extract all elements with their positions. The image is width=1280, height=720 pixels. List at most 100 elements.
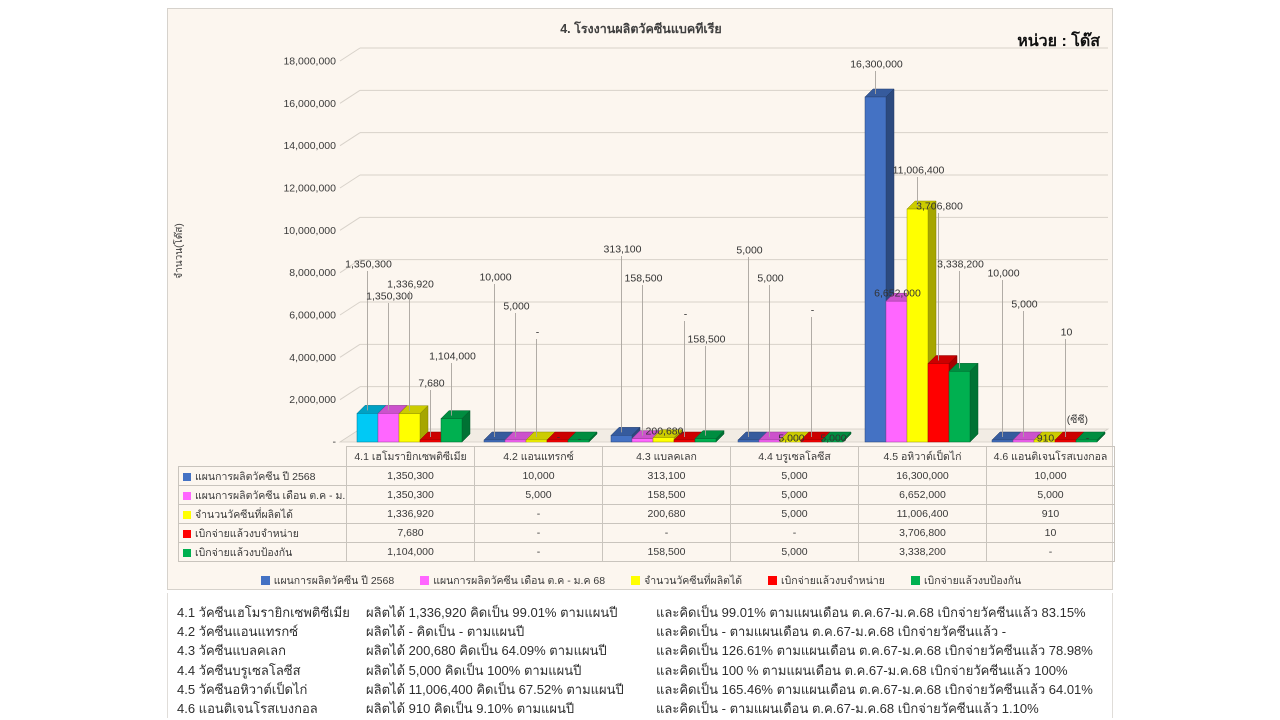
summary-item-name: 4.6 แอนติเจนโรสเบงกอล (177, 700, 318, 716)
summary-monthly-text: และคิดเป็น 100 % ตามแผนเดือน ต.ค.67-ม.ค.… (656, 662, 1068, 678)
legend-label: แผนการผลิตวัคซีน ปี 2568 (273, 575, 395, 587)
summary-rows: 4.1 วัคซีนเฮโมรายิกเซพติซีเมีย ผลิตได้ 1,… (168, 593, 1112, 717)
bar (483, 439, 506, 443)
summary-produced-text: ผลิตได้ 910 คิดเป็น 9.10% ตามแผนปี (366, 700, 575, 716)
legend-item: เบิกจ่ายแล้วงบจำหน่าย (768, 572, 885, 589)
table-row: เบิกจ่ายแล้วงบป้องกัน 1,104,000-158,500 5,… (178, 542, 1115, 562)
value-cell: 313,100 (602, 466, 731, 486)
gridline-corner (339, 216, 361, 231)
bar (610, 435, 633, 443)
data-label: - (536, 327, 540, 339)
bar (567, 439, 590, 443)
gridline-corner (339, 386, 361, 401)
y-tick-label: 18,000,000 (283, 56, 336, 68)
legend-label: เบิกจ่ายแล้วงบจำหน่าย (781, 575, 885, 587)
value-cell: 11,006,400 (858, 504, 987, 524)
y-tick-label: 16,000,000 (283, 98, 336, 110)
data-label: 1,350,300 (345, 259, 392, 271)
summary-produced-text: ผลิตได้ 5,000 คิดเป็น 100% ตามแผนปี (366, 662, 582, 678)
data-label: 1,104,000 (429, 351, 476, 363)
data-label: - (557, 432, 561, 444)
gridline-corner (339, 301, 361, 316)
category-header: 4.3 แบลคเลก (602, 446, 731, 467)
value-cell: - (602, 523, 731, 543)
gridline-corner (339, 259, 361, 274)
summary-item-name: 4.1 วัคซีนเฮโมรายิกเซพติซีเมีย (177, 605, 350, 620)
value-cell: 5,000 (730, 485, 859, 505)
data-label: - (811, 305, 815, 317)
data-label: 16,300,000 (850, 59, 903, 71)
value-cell: 7,680 (346, 523, 475, 543)
table-row: เบิกจ่ายแล้วงบจำหน่าย 7,680- - -3,706,800 10 (178, 523, 1115, 543)
value-cell: 1,336,920 (346, 504, 475, 524)
data-label: 910 (1037, 433, 1055, 445)
axis-note: (ซีซี) (1067, 413, 1088, 426)
value-cell: 200,680 (602, 504, 731, 524)
bar (864, 96, 887, 443)
category-header: 4.5 อหิวาต์เป็ดไก่ (858, 446, 987, 467)
series-key-icon (183, 472, 191, 481)
data-label: 3,706,800 (916, 201, 963, 213)
y-axis-title: จำนวน(โด๊ส) (172, 223, 185, 278)
category-header: 4.4 บรูเซลโลซีส (730, 446, 859, 467)
data-label: 1,336,920 (387, 279, 434, 291)
value-cell: 5,000 (730, 466, 859, 486)
data-label: 7,680 (418, 378, 444, 390)
chart-panel: 18,000,000 16,000,000 14,000,000 12,000,000… (167, 8, 1115, 590)
summary-item-name: 4.3 วัคซีนแบลคเลก (177, 643, 286, 659)
legend-swatch-icon (631, 576, 641, 585)
value-cell: 5,000 (730, 542, 859, 562)
value-cell: 5,000 (474, 485, 603, 505)
y-tick-label: 8,000,000 (289, 267, 336, 279)
legend-item: จำนวนวัคซีนที่ผลิตได้ (631, 572, 742, 589)
bar (927, 363, 950, 443)
data-label: 5,000 (1011, 299, 1037, 311)
value-cell: 6,652,000 (858, 485, 987, 505)
value-cell: 1,350,300 (346, 485, 475, 505)
data-label: 10 (1061, 327, 1073, 339)
legend-swatch-icon (910, 576, 920, 585)
value-cell: - (730, 523, 859, 543)
legend-swatch-icon (420, 576, 430, 585)
y-tick-label: 6,000,000 (289, 310, 336, 322)
legend-swatch-icon (260, 576, 270, 585)
bar (525, 439, 548, 443)
table-corner-cell (178, 446, 347, 467)
bar (1012, 439, 1035, 443)
gridline-corner (339, 89, 361, 104)
series-key-icon (183, 491, 191, 500)
bar (419, 439, 442, 443)
data-label: 11,006,400 (893, 165, 945, 177)
summary-produced-text: ผลิตได้ - คิดเป็น - ตามแผนปี (366, 624, 525, 640)
series-name-cell: เบิกจ่ายแล้วงบป้องกัน (178, 542, 347, 562)
series-key-icon (183, 529, 191, 538)
bar (504, 439, 527, 443)
legend-swatch-icon (768, 576, 778, 585)
bar (1075, 439, 1098, 443)
bar (673, 439, 696, 443)
y-tick-label: 10,000,000 (283, 225, 336, 237)
bar (948, 371, 971, 443)
unit-label: หน่วย : โด๊ส (1017, 33, 1100, 50)
bar (377, 413, 400, 443)
summary-item-name: 4.5 วัคซีนอหิวาต์เป็ดไก่ (177, 681, 308, 697)
value-cell: 16,300,000 (858, 466, 987, 486)
y-tick-label: 4,000,000 (289, 352, 336, 364)
data-label: 10,000 (479, 272, 511, 284)
data-label: 3,338,200 (937, 259, 984, 271)
y-tick-label: 14,000,000 (283, 140, 336, 152)
summary-monthly-text: และคิดเป็น - ตามแผนเดือน ต.ค.67-ม.ค.68 เ… (656, 700, 1039, 716)
data-label: 5,000 (736, 245, 762, 257)
y-tick-label: 12,000,000 (283, 183, 336, 195)
data-label: 1,350,300 (366, 291, 413, 303)
summary-item-name: 4.4 วัคซีนบรูเซลโลซีส (177, 662, 301, 678)
gridline-corner (339, 132, 361, 147)
gridline-corner (339, 174, 361, 189)
summary-row: 4.6 แอนติเจนโรสเบงกอล ผลิตได้ 910 คิดเป็น… (168, 698, 1112, 717)
value-cell: 5,000 (730, 504, 859, 524)
category-header: 4.2 แอนแทรกซ์ (474, 446, 603, 467)
bar (821, 439, 844, 443)
summary-produced-text: ผลิตได้ 11,006,400 คิดเป็น 67.52% ตามแผน… (366, 681, 624, 697)
value-cell: 3,338,200 (858, 542, 987, 562)
summary-section: 4.1 วัคซีนเฮโมรายิกเซพติซีเมีย ผลิตได้ 1,… (167, 593, 1113, 718)
